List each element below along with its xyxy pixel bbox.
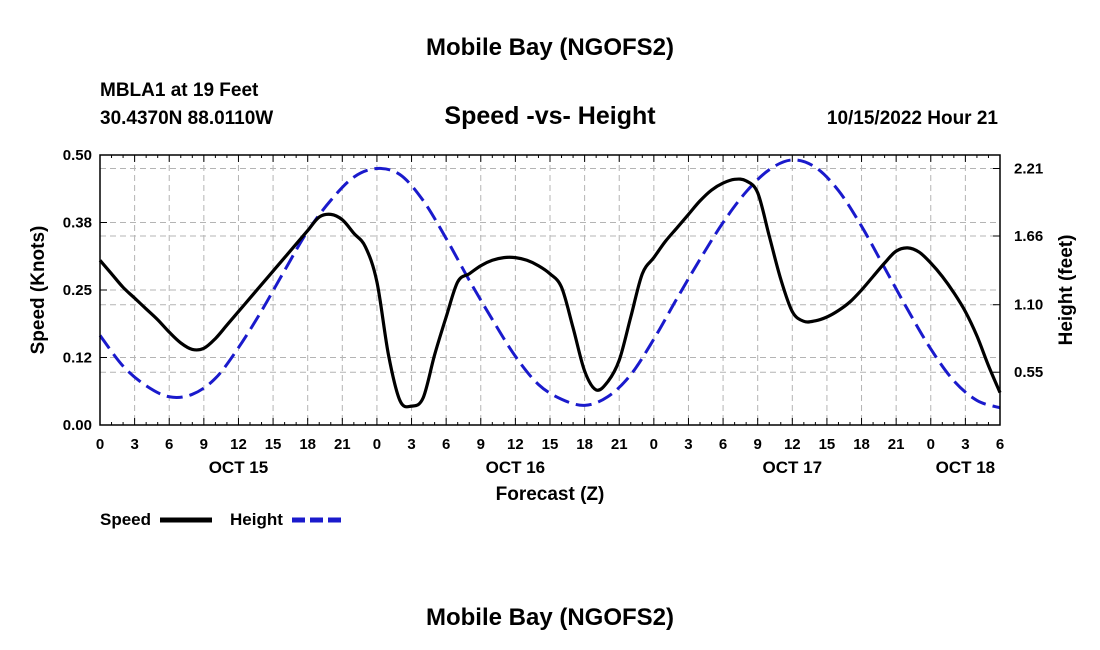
x-tick-label: 0 — [96, 436, 104, 453]
y-tick-label: 0.12 — [63, 350, 92, 367]
day-label: OCT 16 — [486, 458, 546, 477]
x-tick-label: 6 — [996, 436, 1004, 453]
station-label: MBLA1 at 19 Feet — [100, 80, 259, 101]
x-tick-label: 9 — [200, 436, 208, 453]
x-tick-label: 3 — [961, 436, 969, 453]
legend: Speed Height — [100, 510, 342, 529]
legend-speed-label: Speed — [100, 510, 151, 529]
x-tick-label: 15 — [265, 436, 282, 453]
plot-frame — [99, 154, 1001, 426]
footer-title: Mobile Bay (NGOFS2) — [426, 604, 674, 631]
x-axis-label: Forecast (Z) — [496, 484, 605, 505]
day-label: OCT 17 — [763, 458, 823, 477]
y2-tick-label: 0.55 — [1014, 364, 1043, 381]
x-tick-label: 6 — [165, 436, 173, 453]
x-tick-label: 0 — [927, 436, 935, 453]
y-axis-label: Speed (Knots) — [28, 226, 49, 355]
x-tick-label: 12 — [230, 436, 247, 453]
x-tick-label: 18 — [576, 436, 593, 453]
x-tick-label: 0 — [650, 436, 658, 453]
x-tick-label: 15 — [819, 436, 836, 453]
y2-tick-label: 1.66 — [1014, 228, 1043, 245]
x-tick-label: 21 — [334, 436, 351, 453]
y-tick-label: 0.25 — [63, 282, 92, 299]
x-tick-label: 6 — [719, 436, 727, 453]
x-tick-label: 12 — [507, 436, 524, 453]
x-tick-label: 9 — [754, 436, 762, 453]
page-title: Mobile Bay (NGOFS2) — [426, 34, 674, 61]
x-tick-label: 3 — [407, 436, 415, 453]
x-tick-label: 3 — [130, 436, 138, 453]
day-label: OCT 18 — [936, 458, 996, 477]
speed-series-line — [98, 177, 1002, 409]
x-tick-label: 9 — [477, 436, 485, 453]
y-tick-label: 0.00 — [63, 417, 92, 434]
grid-lines — [100, 155, 1000, 425]
chart-subtitle: Speed -vs- Height — [444, 102, 656, 130]
x-tick-label: 18 — [853, 436, 870, 453]
station-coords: 30.4370N 88.0110W — [100, 108, 273, 129]
x-tick-label: 0 — [373, 436, 381, 453]
forecast-datetime: 10/15/2022 Hour 21 — [827, 108, 999, 129]
x-tick-label: 21 — [888, 436, 905, 453]
series-layer — [98, 158, 1002, 410]
y2-tick-label: 2.21 — [1014, 161, 1043, 178]
x-tick-label: 15 — [542, 436, 559, 453]
x-tick-label: 21 — [611, 436, 628, 453]
legend-height-label: Height — [230, 510, 283, 529]
x-tick-label: 18 — [299, 436, 316, 453]
y2-axis-label: Height (feet) — [1056, 235, 1077, 346]
height-series-line — [98, 158, 1001, 410]
y-tick-label: 0.38 — [63, 215, 92, 232]
axes: 0 3 6 9 12 15 18 21 0 3 6 9 12 15 18 21 0 3 6 9 12 15 18 21 0 3 6 0… — [63, 147, 1043, 477]
x-tick-label: 3 — [684, 436, 692, 453]
y2-tick-label: 1.10 — [1014, 297, 1043, 314]
x-tick-label: 12 — [784, 436, 801, 453]
day-label: OCT 15 — [209, 458, 269, 477]
x-tick-label: 6 — [442, 436, 450, 453]
y-tick-label: 0.50 — [63, 147, 92, 164]
